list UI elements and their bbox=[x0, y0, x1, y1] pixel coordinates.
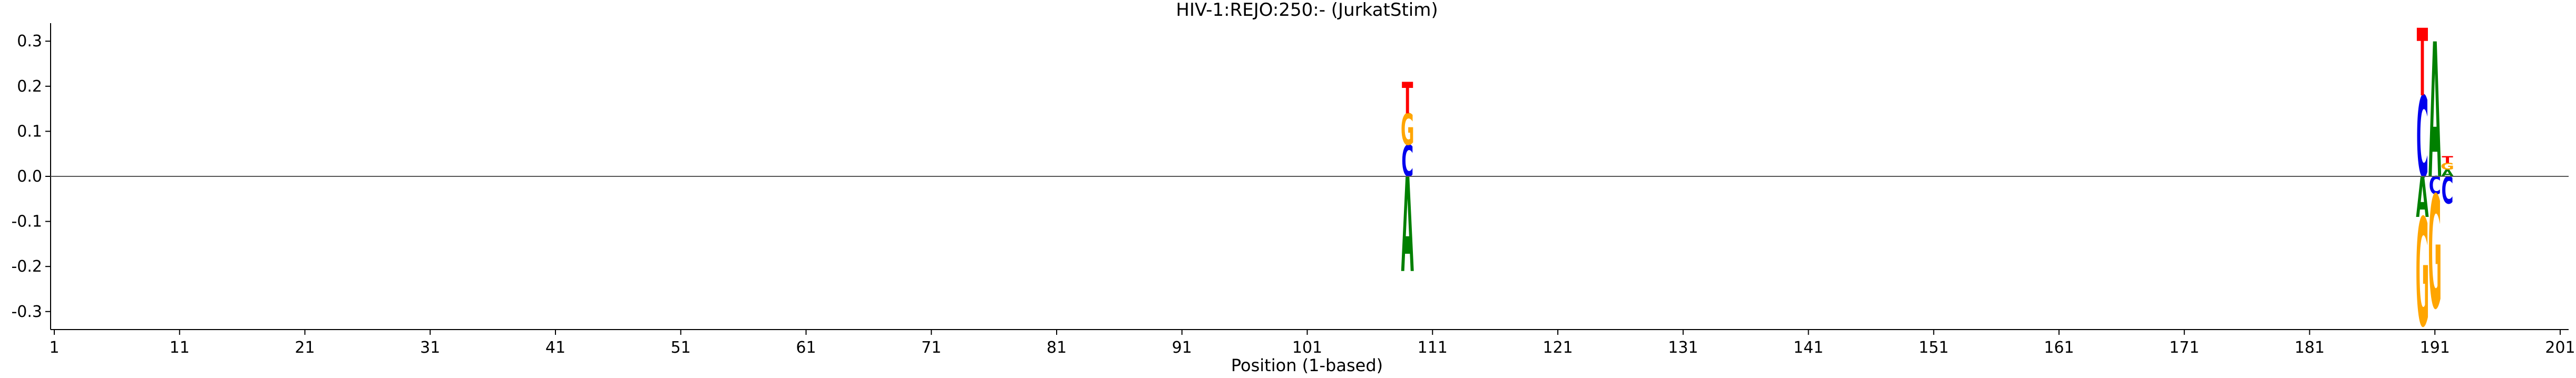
x-tick-label: 71 bbox=[921, 339, 941, 357]
x-tick-label: 191 bbox=[2420, 339, 2450, 357]
x-tick-label: 41 bbox=[545, 339, 565, 357]
logo-letter-c-pos-190: C bbox=[2416, 73, 2428, 203]
x-tick-label: 141 bbox=[1793, 339, 1823, 357]
x-tick-label: 201 bbox=[2545, 339, 2575, 357]
logo-letter-t-pos-190: T bbox=[2417, 9, 2428, 117]
y-tick-label: 0.1 bbox=[17, 122, 42, 141]
y-tick-label: -0.3 bbox=[11, 303, 42, 321]
y-tick-label: 0.2 bbox=[17, 77, 42, 96]
x-tick-label: 171 bbox=[2169, 339, 2199, 357]
x-tick-label: 51 bbox=[671, 339, 691, 357]
y-tick-label: 0.0 bbox=[17, 167, 42, 186]
x-tick-label: 161 bbox=[2044, 339, 2074, 357]
logo-letter-a-pos-192: A bbox=[2441, 167, 2454, 178]
logo-letter-c-pos-192: C bbox=[2442, 168, 2454, 212]
logo-letter-g-pos-190: G bbox=[2416, 188, 2429, 360]
x-tick-label: 121 bbox=[1543, 339, 1573, 357]
logo-letter-a-pos-190: A bbox=[2416, 166, 2428, 231]
logo-letter-t-pos-109: T bbox=[1402, 73, 1413, 124]
x-tick-label: 1 bbox=[49, 339, 59, 357]
x-axis-label: Position (1-based) bbox=[1231, 355, 1383, 375]
y-tick-label: 0.3 bbox=[17, 32, 42, 51]
y-tick-label: -0.2 bbox=[11, 257, 42, 276]
chart-title: HIV-1:REJO:250:- (JurkatStim) bbox=[1176, 0, 1438, 21]
x-tick-label: 81 bbox=[1047, 339, 1067, 357]
y-axis: -0.3 -0.2 -0.1 0.0 0.1 0.2 0.3 bbox=[11, 23, 51, 330]
x-tick-label: 11 bbox=[170, 339, 190, 357]
logo-letter-c-pos-191: C bbox=[2429, 172, 2441, 201]
x-tick-label: 21 bbox=[295, 339, 315, 357]
logo-letter-g-pos-192: G bbox=[2441, 161, 2454, 172]
x-tick-label: 181 bbox=[2295, 339, 2325, 357]
x-tick-label: 101 bbox=[1292, 339, 1322, 357]
x-tick-label: 91 bbox=[1172, 339, 1192, 357]
x-tick-label: 151 bbox=[1919, 339, 1949, 357]
logo-letter-g-pos-109: G bbox=[1401, 104, 1414, 155]
logo-letter-a-pos-109: A bbox=[1401, 151, 1414, 302]
x-tick-label: 111 bbox=[1418, 339, 1448, 357]
x-tick-label: 61 bbox=[796, 339, 816, 357]
logo-letter-t-pos-192: T bbox=[2442, 154, 2453, 165]
x-tick-label: 131 bbox=[1668, 339, 1698, 357]
x-tick-label: 31 bbox=[420, 339, 440, 357]
logo-letter-a-pos-191: A bbox=[2428, 4, 2441, 220]
y-tick-label: -0.1 bbox=[11, 213, 42, 231]
logo-letter-g-pos-191: G bbox=[2428, 165, 2442, 344]
x-axis: 1 11 21 31 41 51 61 71 81 91 101 111 121 131 141 151 161… bbox=[49, 329, 2575, 357]
logo-letter-c-pos-109: C bbox=[1401, 136, 1413, 186]
